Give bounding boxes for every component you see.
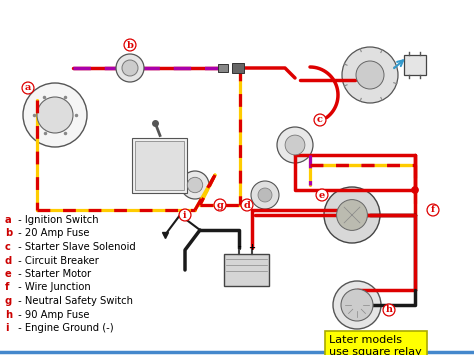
Text: Later models
use square relay: Later models use square relay (329, 335, 422, 355)
Circle shape (341, 289, 373, 321)
Text: - Starter Motor: - Starter Motor (15, 269, 91, 279)
Text: a: a (5, 215, 12, 225)
Circle shape (342, 47, 398, 103)
Text: - 90 Amp Fuse: - 90 Amp Fuse (15, 310, 90, 320)
Text: b: b (127, 40, 134, 49)
Text: - Ignition Switch: - Ignition Switch (15, 215, 99, 225)
Circle shape (324, 187, 380, 243)
Text: - Starter Slave Solenoid: - Starter Slave Solenoid (15, 242, 136, 252)
Text: a: a (25, 83, 31, 93)
Text: 72930: 72930 (364, 337, 396, 347)
Text: d: d (5, 256, 12, 266)
Text: b: b (5, 229, 12, 239)
Circle shape (411, 186, 419, 193)
Text: c: c (5, 242, 11, 252)
FancyBboxPatch shape (136, 141, 184, 190)
Text: h: h (385, 306, 392, 315)
Text: - Circuit Breaker: - Circuit Breaker (15, 256, 99, 266)
Circle shape (122, 60, 138, 76)
FancyBboxPatch shape (232, 63, 244, 73)
Text: - Neutral Safety Switch: - Neutral Safety Switch (15, 296, 133, 306)
Circle shape (285, 135, 305, 155)
Circle shape (23, 83, 87, 147)
Text: - Wire Junction: - Wire Junction (15, 283, 91, 293)
Circle shape (277, 127, 313, 163)
Circle shape (251, 181, 279, 209)
Text: i: i (5, 323, 9, 333)
Text: h: h (5, 310, 12, 320)
Circle shape (337, 200, 367, 230)
Text: g: g (5, 296, 12, 306)
Text: f: f (431, 206, 435, 214)
Circle shape (116, 54, 144, 82)
Text: f: f (5, 283, 9, 293)
Text: - Engine Ground (-): - Engine Ground (-) (15, 323, 114, 333)
Circle shape (333, 281, 381, 329)
Text: e: e (319, 191, 325, 200)
Circle shape (181, 171, 209, 199)
FancyBboxPatch shape (218, 64, 228, 72)
Text: g: g (217, 201, 223, 209)
Text: - 20 Amp Fuse: - 20 Amp Fuse (15, 229, 90, 239)
Circle shape (37, 97, 73, 133)
Circle shape (187, 177, 203, 193)
FancyBboxPatch shape (133, 137, 188, 192)
Text: e: e (5, 269, 12, 279)
FancyBboxPatch shape (225, 254, 270, 286)
Text: i: i (183, 211, 187, 219)
Text: -: - (237, 242, 241, 251)
Circle shape (356, 61, 384, 89)
Circle shape (258, 188, 272, 202)
Text: d: d (244, 201, 250, 209)
FancyBboxPatch shape (404, 55, 426, 75)
Text: +: + (248, 242, 255, 251)
Text: c: c (317, 115, 323, 125)
